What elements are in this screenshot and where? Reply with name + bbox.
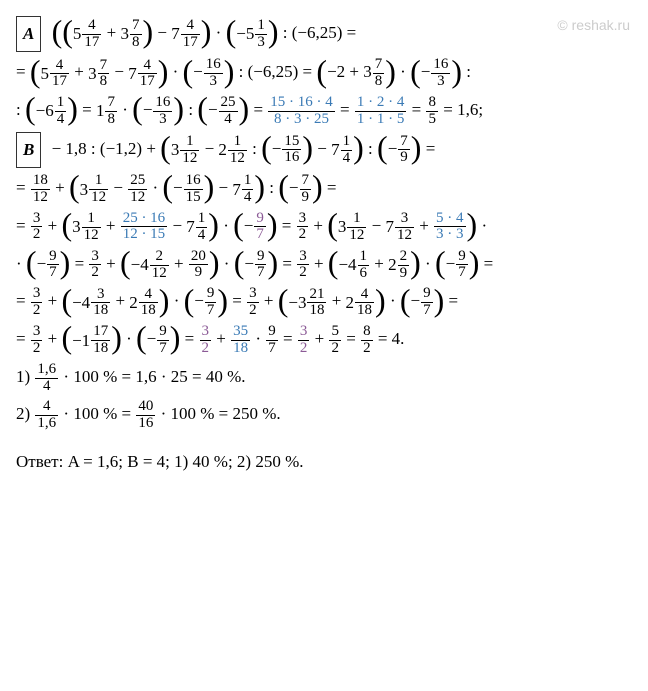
line-b5: = 32 + (−4318 + 2418) · (−97) = 32 + (−3… <box>16 285 632 319</box>
line-a3: : (−614) = 178 · (−163) : (−254) = 15 · … <box>16 94 632 128</box>
line-b6: = 32 + (−11718) · (−97) = 32 + 3518 · 97… <box>16 323 632 357</box>
answer-line: Ответ: A = 1,6; B = 4; 1) 40 %; 2) 250 %… <box>16 446 632 478</box>
line-a1: A ((5417 + 378) − 7417) · (−513) : (−6,2… <box>16 16 632 52</box>
percent-2: 2) 41,6 · 100 % = 4016 · 100 % = 250 %. <box>16 398 632 431</box>
line-b3: = 32 + (3112 + 25 · 1612 · 15 − 714) · (… <box>16 210 632 244</box>
line-a2: = (5417 + 378 − 7417) · (−163) : (−6,25)… <box>16 56 632 90</box>
label-a: A <box>16 16 41 52</box>
line-b2: = 1812 + (3112 − 2512 · (−1615) − 714) :… <box>16 172 632 206</box>
percent-1: 1) 1,64 · 100 % = 1,6 · 25 = 40 %. <box>16 361 632 394</box>
label-b: B <box>16 132 41 168</box>
watermark: © reshak.ru <box>557 12 630 39</box>
line-b4: · (−97) = 32 + (−4212 + 209) · (−97) = 3… <box>16 248 632 282</box>
line-b1: B − 1,8 : (−1,2) + (3112 − 2112 : (−1516… <box>16 132 632 168</box>
